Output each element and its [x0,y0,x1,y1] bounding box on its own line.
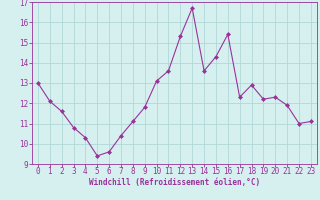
X-axis label: Windchill (Refroidissement éolien,°C): Windchill (Refroidissement éolien,°C) [89,178,260,187]
